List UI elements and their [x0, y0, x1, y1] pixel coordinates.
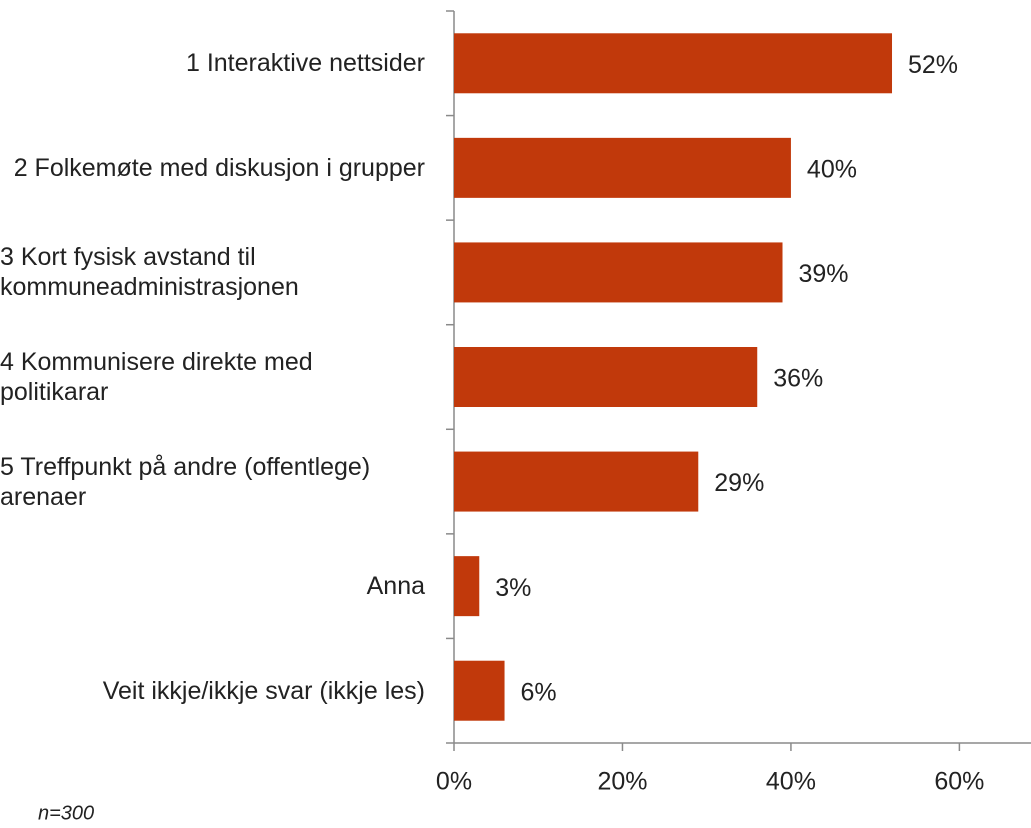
value-label: 39% [799, 260, 849, 288]
note: n=300 [38, 802, 94, 824]
category-label: 1 Interaktive nettsider [185, 49, 425, 78]
bar [454, 33, 893, 94]
x-tick-label: 60% [934, 768, 984, 796]
value-label: 36% [773, 365, 823, 393]
bar [454, 137, 791, 198]
x-tick-label: 40% [766, 768, 816, 796]
bar [454, 451, 699, 512]
bar [454, 556, 480, 617]
value-label: 29% [714, 469, 764, 497]
category-label: 4 Kommunisere direkte med politikarar [0, 348, 313, 406]
category-label: Veit ikkje/ikkje svar (ikkje les) [102, 676, 425, 705]
bar [454, 347, 758, 407]
value-label: 3% [495, 574, 531, 602]
value-label: 6% [521, 678, 557, 706]
bar [454, 242, 783, 303]
category-label: 2 Folkemøte med diskusjon i grupper [13, 153, 425, 182]
value-label: 52% [908, 51, 958, 79]
category-label: 5 Treffpunkt på andre (offentlege) arena… [0, 452, 371, 511]
x-tick-label: 0% [436, 768, 472, 796]
x-tick-label: 20% [597, 768, 647, 796]
bar [454, 660, 505, 721]
value-label: 40% [807, 155, 857, 183]
category-label: Anna [366, 572, 425, 601]
category-label: 3 Kort fysisk avstand til kommuneadminis… [0, 243, 299, 302]
